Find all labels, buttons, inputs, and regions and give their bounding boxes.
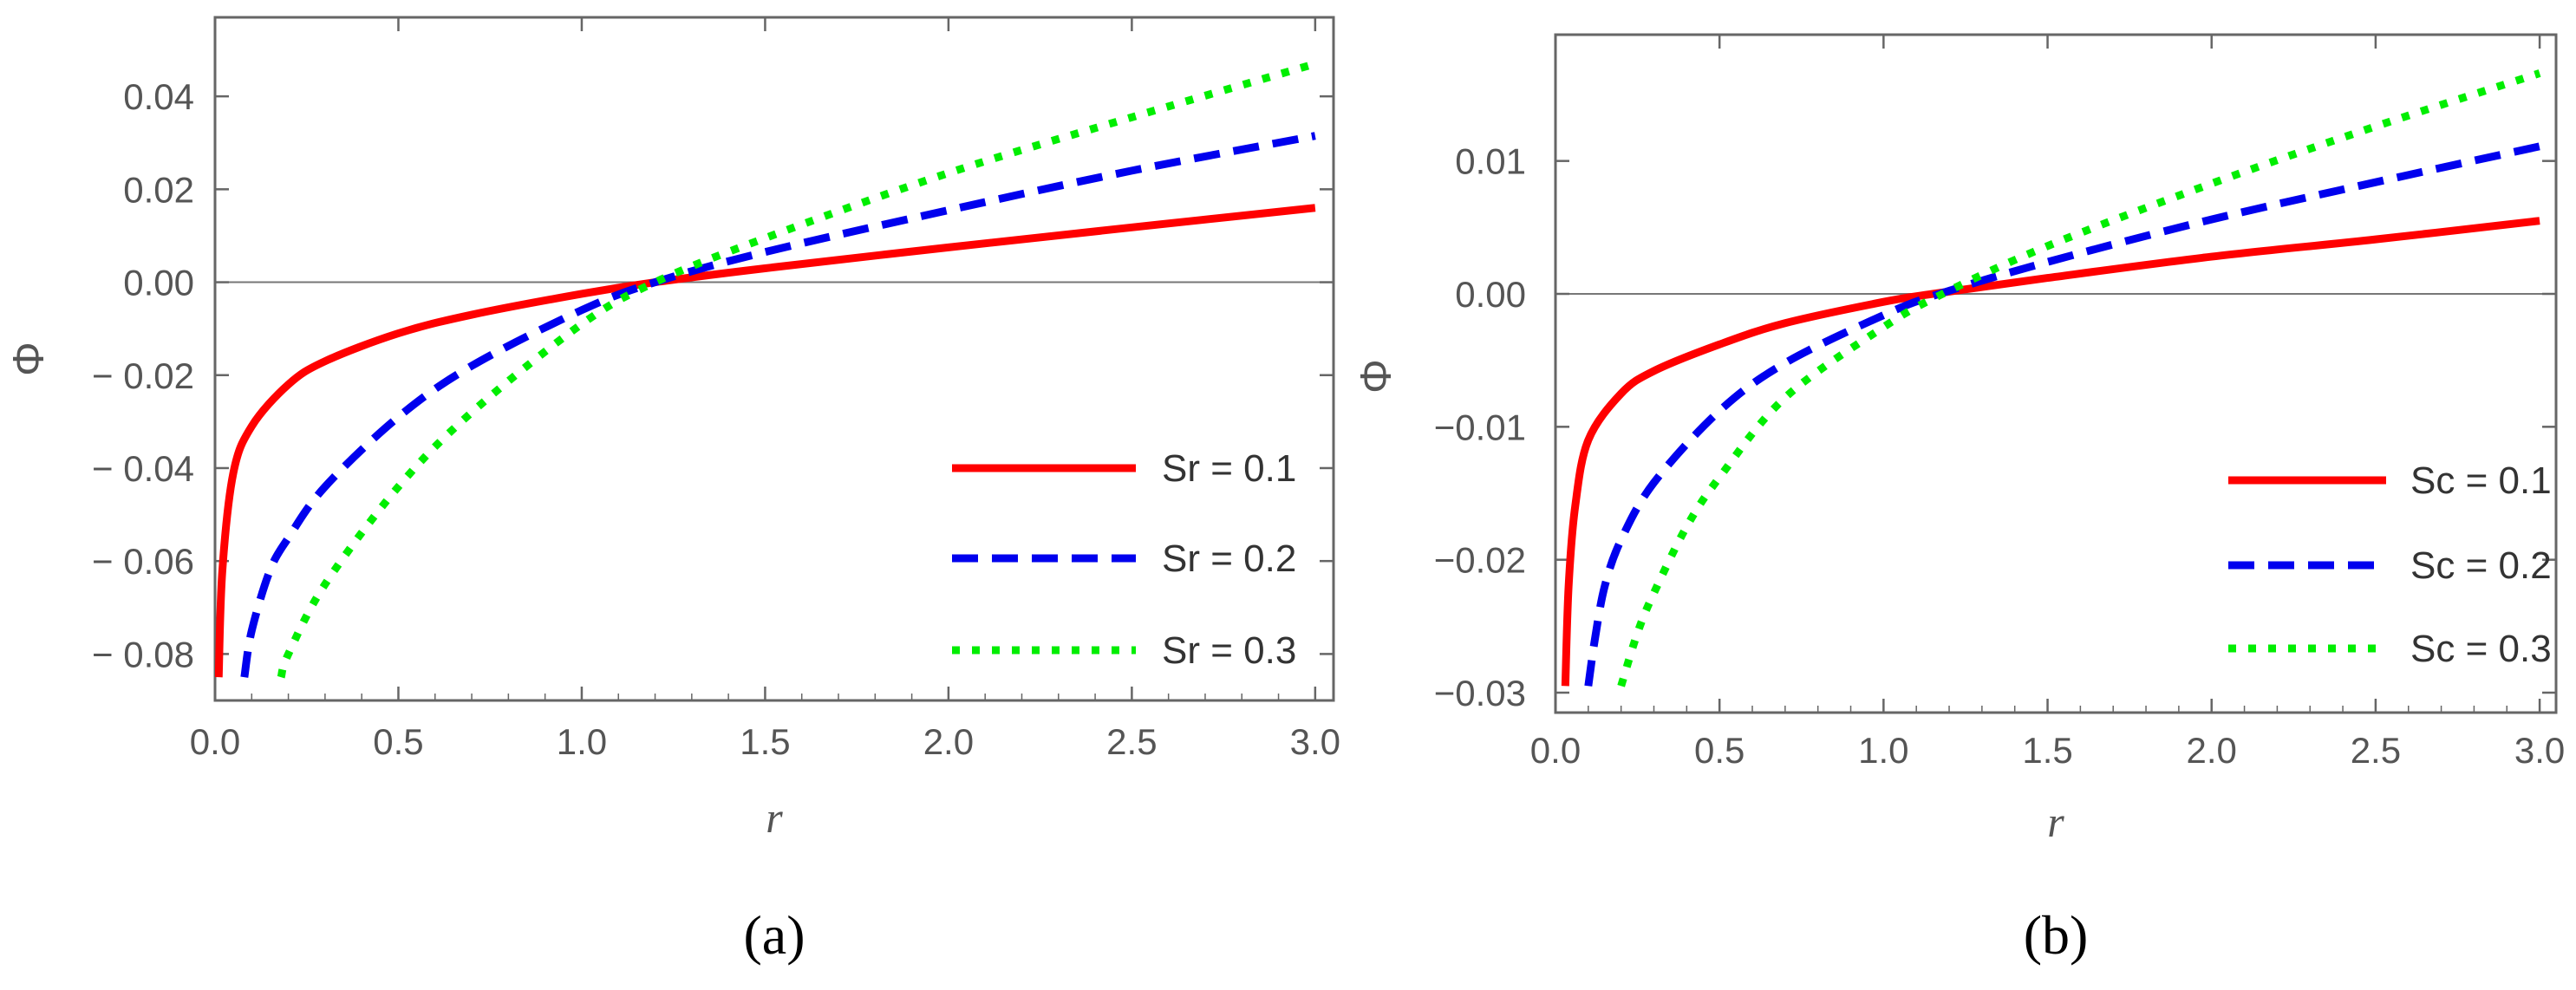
x-tick-label: 3.0: [1290, 721, 1340, 762]
y-tick-label: − 0.06: [92, 541, 194, 582]
legend-label-2: Sc = 0.2: [2410, 544, 2552, 587]
series-line-1: [215, 204, 1316, 678]
series-line-2: [1584, 142, 2541, 687]
chart-panel-b: 0.0 0.5 1.0 1.5 2.0 2.5 3.0 0.01 0.00 −0.01 −0.02 −…: [1352, 33, 2565, 966]
y-tick-label: 0.02: [123, 169, 194, 210]
y-tick-label: 0.04: [123, 76, 194, 117]
x-tick-label: 1.0: [1858, 730, 1908, 771]
y-tick-label: 0.00: [123, 263, 194, 303]
plot-frame: [213, 16, 1335, 702]
y-tick-label: 0.00: [1455, 274, 1526, 315]
y-axis-label: Φ: [1352, 359, 1400, 394]
series-line-2: [240, 132, 1316, 678]
y-tick-label: −0.02: [1434, 540, 1526, 581]
legend-label-1: Sr = 0.1: [1162, 447, 1296, 490]
x-tick-label: 0.5: [373, 721, 423, 762]
y-tick-label: −0.01: [1434, 407, 1526, 447]
x-axis-label: r: [2047, 798, 2064, 846]
panel-label: (b): [2024, 904, 2089, 966]
legend-label-2: Sr = 0.2: [1162, 537, 1296, 580]
legend-label-1: Sc = 0.1: [2410, 459, 2552, 502]
y-tick-label: 0.01: [1455, 141, 1526, 182]
legend-label-3: Sr = 0.3: [1162, 629, 1296, 672]
plot-frame: [1554, 33, 2558, 714]
x-tick-label: 2.5: [1106, 721, 1157, 762]
series-line-1: [1561, 217, 2540, 687]
y-tick-label: − 0.08: [92, 634, 194, 674]
legend-label-3: Sc = 0.3: [2410, 628, 2552, 670]
y-axis-label: Φ: [4, 342, 53, 376]
series-line-3: [277, 60, 1317, 679]
x-tick-label: 1.5: [2022, 730, 2072, 771]
chart-panel-a: 0.0 0.5 1.0 1.5 2.0 2.5 3.0 0.04 0.02 0.00 − 0.02 −…: [4, 16, 1340, 966]
x-tick-label: 0.5: [1694, 730, 1745, 771]
x-tick-label: 2.0: [923, 721, 974, 762]
x-tick-label: 1.5: [740, 721, 790, 762]
x-tick-label: 1.0: [557, 721, 607, 762]
y-tick-label: −0.03: [1434, 673, 1526, 713]
panel-label: (a): [743, 904, 805, 966]
x-tick-label: 2.0: [2187, 730, 2237, 771]
y-tick-label: − 0.04: [92, 448, 194, 489]
x-tick-label: 0.0: [190, 721, 240, 762]
y-tick-label: − 0.02: [92, 355, 194, 396]
x-tick-label: 0.0: [1530, 730, 1581, 771]
x-tick-label: 3.0: [2514, 730, 2565, 771]
x-axis-label: r: [766, 793, 783, 842]
x-tick-label: 2.5: [2351, 730, 2401, 771]
